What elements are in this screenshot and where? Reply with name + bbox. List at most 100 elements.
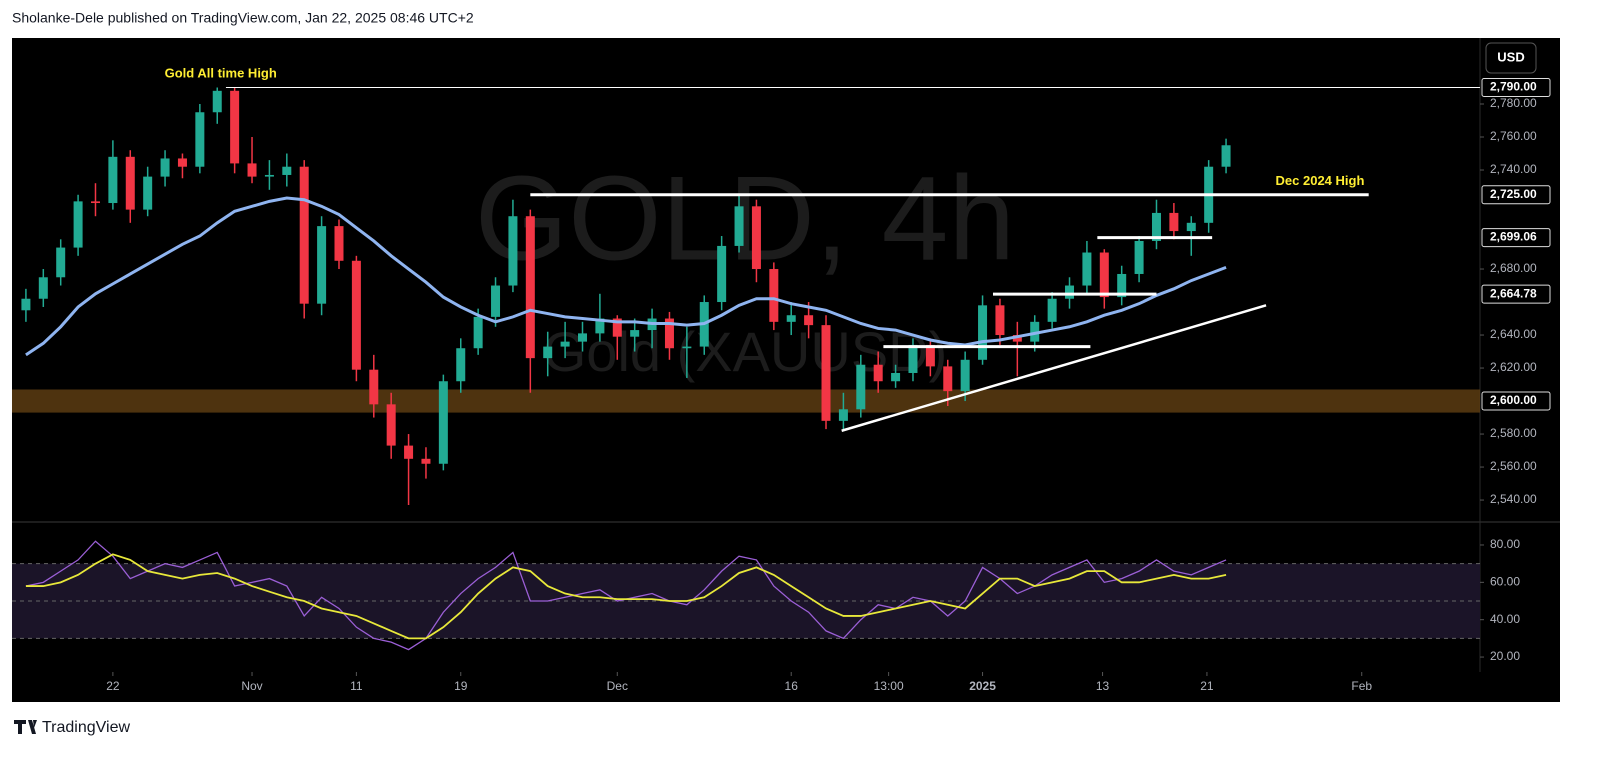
candle-body: [473, 316, 483, 349]
x-tick-label: 2025: [969, 679, 996, 693]
candle-body: [1221, 145, 1231, 167]
x-tick-label: 22: [106, 679, 120, 693]
band-fill: [12, 563, 1480, 639]
watermark: GOLD, 4h: [475, 152, 1015, 286]
candle-body: [1012, 335, 1022, 342]
candle-body: [891, 372, 901, 382]
y-tick-label: 80.00: [1490, 537, 1520, 551]
candle-body: [821, 325, 831, 421]
y-tick-label: 2,620.00: [1490, 360, 1537, 374]
price-level-label: 2,699.06: [1490, 230, 1537, 244]
candle-body: [143, 176, 153, 210]
header: Sholanke-Dele published on TradingView.c…: [12, 10, 474, 26]
candle-body: [491, 285, 501, 317]
candle-body: [1151, 212, 1161, 241]
candle-body: [177, 158, 187, 167]
indicator-line: [25, 553, 1227, 640]
candle-body: [421, 458, 431, 464]
candle-body: [282, 166, 292, 175]
footer-brand: TradingView: [42, 719, 130, 736]
x-tick-label: Feb: [1351, 679, 1372, 693]
x-tick-label: Nov: [241, 679, 262, 693]
candle-body: [1169, 212, 1179, 232]
candle-body: [230, 90, 240, 164]
y-tick-label: 2,780.00: [1490, 96, 1537, 110]
price-level-label: 2,790.00: [1490, 80, 1537, 94]
y-tick-label: 40.00: [1490, 612, 1520, 626]
candle-body: [525, 216, 535, 359]
candle-body: [925, 344, 935, 367]
y-tick-label: 2,740.00: [1490, 162, 1537, 176]
candle-body: [717, 245, 727, 303]
candle-body: [1117, 273, 1127, 298]
candle-body: [943, 366, 953, 392]
y-tick-label: 2,640.00: [1490, 327, 1537, 341]
x-tick-label: 13: [1096, 679, 1110, 693]
x-tick-label: 19: [454, 679, 468, 693]
candle-body: [838, 409, 848, 421]
candle-body: [595, 318, 605, 334]
y-tick-label: 2,680.00: [1490, 261, 1537, 275]
x-tick-label: 16: [785, 679, 799, 693]
candle-body: [1186, 222, 1196, 232]
x-tick-label: 13:00: [874, 679, 904, 693]
candle-body: [351, 260, 361, 370]
price-level-box: [1481, 78, 1551, 98]
candle-body: [1030, 321, 1040, 342]
candle-body: [160, 158, 170, 177]
candle-body: [404, 445, 414, 459]
price-level-box: [1481, 284, 1551, 304]
annotation: Gold All time High: [165, 66, 277, 81]
zone: [12, 389, 1480, 413]
candle-body: [908, 344, 918, 373]
candle-body: [125, 156, 135, 210]
candle-body: [578, 333, 588, 342]
candle-body: [195, 112, 205, 167]
y-tick-label: 2,580.00: [1490, 426, 1537, 440]
candle-body: [960, 359, 970, 392]
x-tick-label: 21: [1200, 679, 1214, 693]
candle-body: [56, 247, 66, 278]
candle-body: [264, 174, 274, 177]
currency-label: USD: [1497, 49, 1524, 64]
candle-body: [1047, 298, 1057, 322]
candle-body: [630, 330, 640, 337]
candle-body: [995, 305, 1005, 336]
price-level-label: 2,725.00: [1490, 187, 1537, 201]
trend-line: [841, 304, 1267, 432]
moving-average: [25, 196, 1227, 357]
candle-body: [1082, 252, 1092, 286]
y-tick-label: 2,560.00: [1490, 459, 1537, 473]
candle-body: [456, 348, 466, 382]
price-level-label: 2,664.78: [1490, 286, 1537, 300]
candle-body: [543, 346, 553, 359]
candle-body: [108, 156, 118, 204]
candle-body: [299, 166, 309, 304]
candle-body: [978, 305, 988, 360]
currency-button[interactable]: [1485, 42, 1537, 74]
candle-body: [786, 315, 796, 322]
candle-body: [247, 163, 257, 177]
candle-body: [334, 226, 344, 261]
candle-body: [38, 277, 48, 299]
candle-body: [386, 404, 396, 446]
candle-body: [73, 201, 83, 248]
y-tick-label: 20.00: [1490, 649, 1520, 663]
price-level-box: [1481, 391, 1551, 411]
candle-body: [682, 346, 692, 349]
annotation: Dec 2024 High: [1276, 173, 1365, 188]
price-level-label: 2,600.00: [1490, 393, 1537, 407]
candle-body: [734, 206, 744, 246]
candle-body: [664, 318, 674, 349]
price-level-box: [1481, 228, 1551, 248]
candle-body: [769, 269, 779, 322]
logo: [14, 720, 37, 734]
candle-body: [21, 298, 31, 311]
candle-body: [508, 216, 518, 286]
candle-body: [90, 201, 100, 204]
candle-body: [751, 206, 761, 270]
candle-body: [438, 381, 448, 464]
price-level-box: [1481, 185, 1551, 205]
